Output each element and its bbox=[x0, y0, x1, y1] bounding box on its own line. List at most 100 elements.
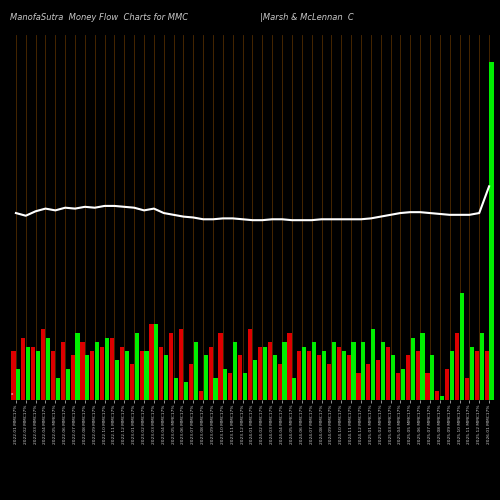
Bar bbox=[336, 346, 341, 400]
Bar bbox=[376, 360, 380, 400]
Bar bbox=[445, 369, 450, 400]
Bar bbox=[140, 351, 143, 400]
Bar bbox=[391, 356, 395, 400]
Bar bbox=[134, 333, 139, 400]
Bar bbox=[60, 342, 65, 400]
Bar bbox=[366, 364, 370, 400]
Bar bbox=[95, 342, 100, 400]
Bar bbox=[159, 346, 164, 400]
Bar bbox=[41, 329, 45, 400]
Bar bbox=[124, 351, 129, 400]
Bar bbox=[233, 342, 237, 400]
Bar bbox=[450, 351, 454, 400]
Bar bbox=[342, 351, 346, 400]
Bar bbox=[317, 356, 321, 400]
Bar bbox=[278, 364, 281, 400]
Bar bbox=[292, 378, 296, 400]
Bar bbox=[248, 329, 252, 400]
Bar bbox=[66, 369, 70, 400]
Bar bbox=[80, 342, 84, 400]
Bar bbox=[228, 374, 232, 400]
Bar bbox=[470, 346, 474, 400]
Bar bbox=[189, 364, 193, 400]
Bar bbox=[346, 356, 350, 400]
Bar bbox=[204, 356, 208, 400]
Bar bbox=[352, 342, 356, 400]
Bar bbox=[312, 342, 316, 400]
Bar bbox=[268, 342, 272, 400]
Bar bbox=[455, 333, 459, 400]
Bar bbox=[371, 329, 376, 400]
Bar bbox=[76, 333, 80, 400]
Bar bbox=[262, 346, 267, 400]
Bar bbox=[51, 351, 55, 400]
Bar bbox=[70, 356, 74, 400]
Bar bbox=[416, 351, 420, 400]
Bar bbox=[31, 346, 36, 400]
Bar bbox=[224, 369, 228, 400]
Bar bbox=[480, 333, 484, 400]
Bar bbox=[362, 342, 366, 400]
Bar bbox=[120, 346, 124, 400]
Bar bbox=[435, 391, 440, 400]
Bar bbox=[36, 351, 40, 400]
Bar bbox=[218, 333, 222, 400]
Bar bbox=[288, 333, 292, 400]
Bar bbox=[420, 333, 424, 400]
Bar bbox=[12, 351, 16, 400]
Bar bbox=[332, 342, 336, 400]
Bar bbox=[258, 346, 262, 400]
Bar bbox=[105, 338, 109, 400]
Bar bbox=[465, 378, 469, 400]
Bar bbox=[208, 346, 212, 400]
Bar bbox=[16, 369, 20, 400]
Bar bbox=[410, 338, 415, 400]
Bar bbox=[490, 62, 494, 400]
Bar bbox=[297, 351, 302, 400]
Text: x: x bbox=[11, 392, 14, 396]
Bar bbox=[46, 338, 50, 400]
Bar bbox=[174, 378, 178, 400]
Bar bbox=[253, 360, 257, 400]
Bar bbox=[100, 346, 104, 400]
Bar bbox=[26, 346, 30, 400]
Text: |Marsh & McLennan  C: |Marsh & McLennan C bbox=[260, 12, 354, 22]
Bar bbox=[90, 351, 94, 400]
Bar bbox=[400, 369, 405, 400]
Bar bbox=[115, 360, 119, 400]
Bar bbox=[272, 356, 277, 400]
Bar bbox=[307, 351, 312, 400]
Bar bbox=[130, 364, 134, 400]
Bar bbox=[440, 396, 444, 400]
Bar bbox=[164, 356, 168, 400]
Bar bbox=[484, 351, 488, 400]
Bar bbox=[322, 351, 326, 400]
Bar bbox=[430, 356, 434, 400]
Bar bbox=[86, 356, 89, 400]
Bar bbox=[460, 293, 464, 400]
Bar bbox=[110, 338, 114, 400]
Bar bbox=[179, 329, 183, 400]
Bar bbox=[214, 378, 218, 400]
Bar bbox=[396, 374, 400, 400]
Bar bbox=[194, 342, 198, 400]
Bar bbox=[21, 338, 25, 400]
Bar bbox=[282, 342, 286, 400]
Text: ManofaSutra  Money Flow  Charts for MMC: ManofaSutra Money Flow Charts for MMC bbox=[10, 12, 188, 22]
Bar bbox=[150, 324, 154, 400]
Bar bbox=[198, 391, 203, 400]
Bar bbox=[169, 333, 173, 400]
Bar bbox=[381, 342, 385, 400]
Bar bbox=[356, 374, 360, 400]
Bar bbox=[144, 351, 148, 400]
Bar bbox=[238, 356, 242, 400]
Bar bbox=[474, 351, 479, 400]
Bar bbox=[426, 374, 430, 400]
Bar bbox=[243, 374, 247, 400]
Bar bbox=[386, 346, 390, 400]
Bar bbox=[154, 324, 158, 400]
Bar bbox=[327, 364, 331, 400]
Bar bbox=[302, 346, 306, 400]
Bar bbox=[406, 356, 410, 400]
Bar bbox=[56, 378, 60, 400]
